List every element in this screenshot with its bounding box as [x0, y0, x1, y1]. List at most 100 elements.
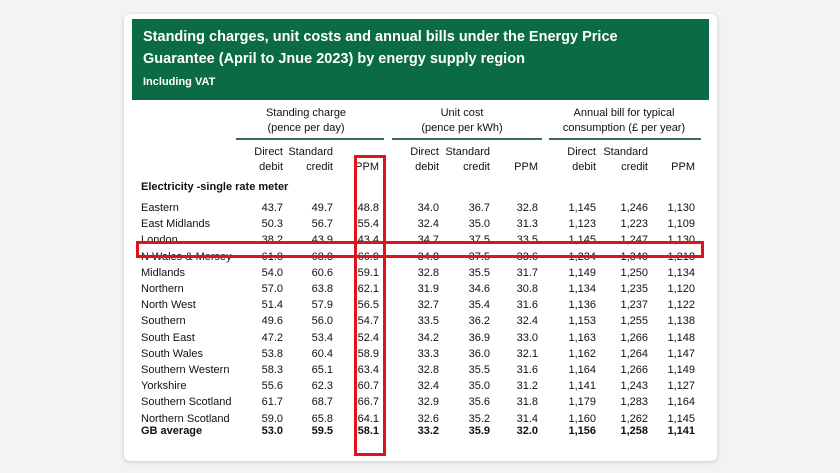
region-name: South Wales: [141, 347, 203, 360]
value-cell: 54.0: [261, 266, 283, 279]
value-cell: 31.4: [516, 412, 538, 425]
table-row-average: GB average 53.0 59.5 58.1 33.2 35.9 32.0…: [124, 424, 717, 440]
col-header-line2: credit: [306, 161, 333, 173]
value-cell: 60.4: [311, 347, 333, 360]
value-cell: 1,109: [667, 218, 695, 231]
table-row: East Midlands 50.3 56.7 55.4 32.4 35.0 31.3 1,1…: [124, 217, 717, 233]
col-header-line1: [657, 145, 695, 160]
highlight-box-column: [354, 155, 386, 456]
table-card: Standing charges, unit costs and annual …: [124, 14, 717, 461]
col-header-sc-standard-credit: Standard credit: [279, 145, 333, 175]
value-cell: 59.5: [311, 425, 333, 437]
table-banner: Standing charges, unit costs and annual …: [132, 19, 709, 100]
table-row: Yorkshire 55.6 62.3 60.7 32.4 35.0 31.2 1,141 1,…: [124, 379, 717, 395]
group-rule: [549, 138, 701, 140]
value-cell: 32.4: [516, 315, 538, 328]
value-cell: 64.1: [357, 412, 379, 425]
value-cell: 32.8: [516, 202, 538, 214]
col-header-line1: Standard: [288, 146, 333, 158]
group-rule: [236, 138, 384, 140]
col-header-line1: Standard: [445, 146, 490, 158]
value-cell: 35.5: [468, 364, 490, 376]
value-cell: 31.3: [516, 218, 538, 231]
col-header-line2: debit: [259, 161, 283, 173]
value-cell: 34.6: [468, 283, 490, 295]
value-cell: 1,235: [620, 283, 648, 295]
table-row: Northern Scotland 59.0 65.8 64.1 32.6 35.2 31.…: [124, 412, 717, 428]
value-cell: 33.0: [516, 331, 538, 344]
value-cell: 62.3: [311, 380, 333, 393]
value-cell: 31.2: [516, 380, 538, 393]
value-cell: 32.8: [417, 266, 439, 279]
region-name: Yorkshire: [141, 380, 187, 393]
value-cell: 35.2: [468, 412, 490, 425]
col-header-line2: debit: [572, 161, 596, 173]
group-header-line1: Annual bill for typical: [573, 107, 675, 119]
group-header-line2: (pence per day): [267, 122, 345, 134]
table-title-line1: Standing charges, unit costs and annual …: [143, 29, 618, 45]
value-cell: 58.3: [261, 364, 283, 376]
value-cell: 1,127: [667, 380, 695, 393]
group-header-line2: (pence per kWh): [421, 122, 503, 134]
value-cell: 31.8: [516, 396, 538, 409]
region-name: South East: [141, 331, 195, 344]
value-cell: 1,141: [568, 380, 596, 393]
value-cell: 35.9: [468, 425, 490, 437]
value-cell: 57.9: [311, 299, 333, 312]
table-title-line2: Guarantee (April to Jnue 2023) by energy…: [143, 51, 525, 67]
value-cell: 1,145: [667, 412, 695, 425]
value-cell: 47.2: [261, 331, 283, 344]
col-header-line2: credit: [621, 161, 648, 173]
value-cell: 53.0: [261, 425, 283, 437]
value-cell: 32.6: [417, 412, 439, 425]
value-cell: 1,250: [620, 266, 648, 279]
value-cell: 1,156: [568, 425, 596, 437]
value-cell: 32.7: [417, 299, 439, 312]
col-header-uc-direct-debit: Direct debit: [395, 145, 439, 175]
value-cell: 58.1: [357, 425, 379, 437]
value-cell: 50.3: [261, 218, 283, 231]
value-cell: 53.4: [311, 331, 333, 344]
col-header-line2: PPM: [671, 161, 695, 173]
value-cell: 63.8: [311, 283, 333, 295]
region-name: Southern: [141, 315, 186, 328]
value-cell: 34.2: [417, 331, 439, 344]
col-header-ab-standard-credit: Standard credit: [594, 145, 648, 175]
value-cell: 32.0: [516, 425, 538, 437]
value-cell: 65.1: [311, 364, 333, 376]
table-row: South East 47.2 53.4 52.4 34.2 36.9 33.0 1,163 1…: [124, 331, 717, 347]
value-cell: 1,179: [568, 396, 596, 409]
value-cell: 1,134: [667, 266, 695, 279]
value-cell: 1,246: [620, 202, 648, 214]
value-cell: 61.7: [261, 396, 283, 409]
value-cell: 32.1: [516, 347, 538, 360]
value-cell: 1,123: [568, 218, 596, 231]
value-cell: 55.4: [357, 218, 379, 231]
group-header-unit-cost: Unit cost (pence per kWh): [392, 106, 532, 136]
value-cell: 32.4: [417, 380, 439, 393]
table-row: South Wales 53.8 60.4 58.9 33.3 36.0 32.1 1,162…: [124, 347, 717, 363]
value-cell: 1,148: [667, 331, 695, 344]
value-cell: 1,138: [667, 315, 695, 328]
value-cell: 1,160: [568, 412, 596, 425]
value-cell: 1,149: [667, 364, 695, 376]
value-cell: 1,283: [620, 396, 648, 409]
value-cell: 1,153: [568, 315, 596, 328]
value-cell: 1,120: [667, 283, 695, 295]
value-cell: 35.5: [468, 266, 490, 279]
value-cell: 1,262: [620, 412, 648, 425]
value-cell: 63.4: [357, 364, 379, 376]
table-row: Eastern 43.7 49.7 48.8 34.0 36.7 32.8 1,145 1,24…: [124, 201, 717, 217]
section-title: Electricity -single rate meter: [141, 181, 289, 193]
value-cell: 1,264: [620, 347, 648, 360]
col-header-line2: credit: [463, 161, 490, 173]
value-cell: 1,237: [620, 299, 648, 312]
col-header-line1: Direct: [410, 146, 439, 158]
value-cell: 30.8: [516, 283, 538, 295]
table-row: Southern 49.6 56.0 54.7 33.5 36.2 32.4 1,153 1,2…: [124, 314, 717, 330]
value-cell: 32.8: [417, 364, 439, 376]
value-cell: 1,136: [568, 299, 596, 312]
group-rule: [392, 138, 542, 140]
value-cell: 54.7: [357, 315, 379, 328]
region-name: Southern Western: [141, 364, 230, 376]
